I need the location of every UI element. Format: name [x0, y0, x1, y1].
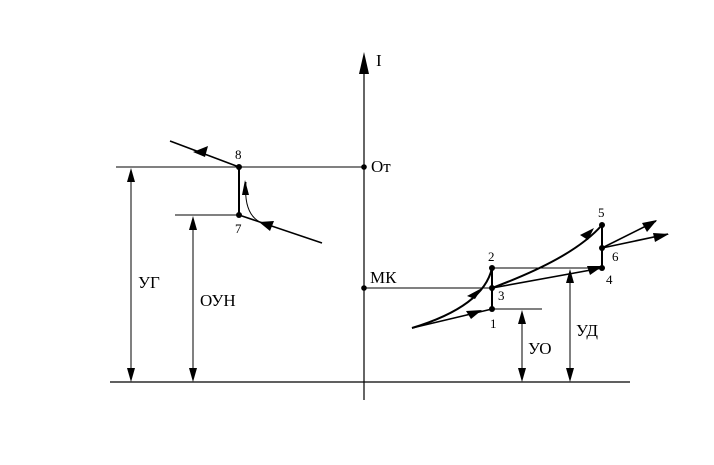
vertical-axis-label: I [376, 51, 382, 70]
point-1-label: 1 [490, 316, 497, 331]
arrow-curve-7-8 [242, 180, 249, 195]
ud-arrow-bottom [566, 368, 574, 382]
point-8-marker [236, 164, 242, 170]
arrow-3-4 [587, 266, 603, 275]
ot-level-label: Oт [371, 157, 391, 176]
ot-level-point [361, 164, 367, 170]
uo-arrow-bottom [518, 368, 526, 382]
uo-arrow-top [518, 310, 526, 324]
oun-arrow-top [189, 216, 197, 230]
uo-label: УО [528, 339, 551, 358]
branch-in-7 [238, 214, 323, 244]
arrow-start-1 [466, 310, 482, 319]
ug-arrow-top [127, 168, 135, 182]
point-5-marker [599, 222, 605, 228]
point-8-label: 8 [235, 147, 242, 162]
point-4-marker [599, 265, 605, 271]
vertical-axis-arrow [359, 52, 369, 74]
ud-label: УД [576, 321, 598, 340]
oun-arrow-bottom [189, 368, 197, 382]
arrow-8-out [193, 146, 208, 157]
curve-7-8 [245, 181, 263, 224]
arrow-start-2 [467, 288, 482, 299]
ug-arrow-bottom [127, 368, 135, 382]
mk-level-label: МК [370, 268, 397, 287]
mk-level-point [361, 285, 367, 291]
arrow-in-7 [259, 221, 274, 231]
point-7-marker [236, 212, 242, 218]
point-1-marker [489, 306, 495, 312]
arrow-6-out-upper [642, 220, 657, 232]
point-5-label: 5 [598, 205, 605, 220]
curve-3-5 [491, 224, 603, 289]
ug-label: УГ [138, 273, 160, 292]
arrow-6-out-lower [653, 233, 669, 242]
point-6-label: 6 [612, 249, 619, 264]
point-4-label: 4 [606, 272, 613, 287]
point-2-label: 2 [488, 249, 495, 264]
curve-start-2 [411, 267, 493, 329]
oun-label: ОУН [200, 291, 236, 310]
point-3-label: 3 [498, 288, 505, 303]
ud-arrow-top [566, 269, 574, 283]
arrow-3-5 [580, 228, 594, 240]
point-7-label: 7 [235, 221, 242, 236]
line-3-4 [491, 267, 603, 289]
